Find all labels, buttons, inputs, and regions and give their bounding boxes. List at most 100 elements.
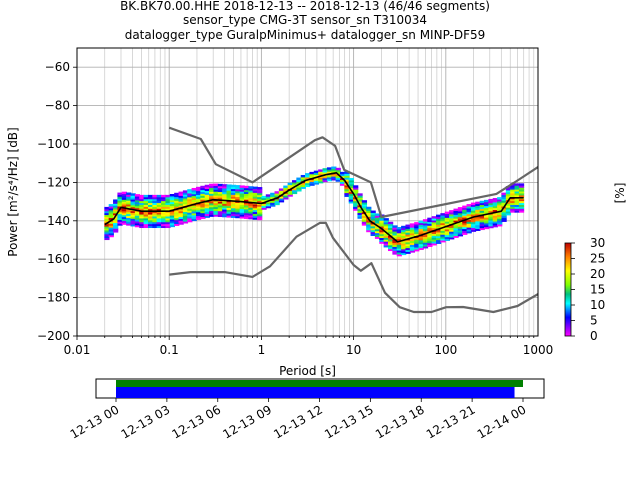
psd-heatmap-cell [230, 203, 237, 207]
psd-heatmap-cell [313, 180, 320, 183]
psd-heatmap-cell [505, 195, 512, 199]
timeline-tick-label: 12-13 18 [373, 402, 427, 441]
psd-heatmap-cell [182, 213, 189, 216]
psd-heatmap-cell [462, 230, 468, 233]
psd-heatmap-cell [497, 218, 503, 221]
psd-heatmap-cell [108, 207, 114, 211]
psd-heatmap-cell [104, 235, 110, 239]
psd-heatmap-cell [182, 192, 189, 195]
colorbar-tick-label: 25 [590, 252, 605, 266]
psd-heatmap-cell [104, 206, 110, 210]
y-tick-label: −180 [37, 291, 70, 305]
psd-heatmap-cell [248, 203, 254, 206]
psd-heatmap-cell [309, 179, 315, 182]
psd-heatmap-cell [222, 201, 228, 204]
psd-heatmap-cell [161, 221, 167, 225]
psd-heatmap-cell [501, 211, 507, 215]
psd-heatmap-cell [235, 198, 241, 201]
psd-heatmap-cell [475, 228, 481, 231]
psd-heatmap-cell [130, 197, 136, 200]
psd-heatmap-cell [161, 204, 167, 207]
psd-heatmap-cell [418, 220, 424, 224]
psd-heatmap-cell [383, 221, 389, 225]
psd-heatmap-cell [283, 197, 289, 200]
psd-heatmap-cell [344, 192, 350, 196]
psd-heatmap-cell [462, 220, 468, 224]
psd-heatmap-cell [418, 232, 424, 235]
colorbar-tick-label: 5 [590, 314, 598, 328]
psd-heatmap-cell [427, 219, 433, 223]
psd-heatmap-cell [335, 167, 341, 171]
psd-heatmap-cell [174, 217, 180, 221]
psd-heatmap-cell [453, 233, 459, 236]
psd-heatmap-cell [139, 196, 145, 200]
psd-heatmap-cell [174, 198, 180, 201]
psd-heatmap-cell [427, 244, 433, 247]
psd-heatmap-cell [353, 206, 359, 209]
psd-heatmap-cell [291, 187, 298, 191]
psd-heatmap-cell [187, 196, 193, 200]
psd-heatmap-cell [252, 190, 258, 193]
psd-heatmap-cell [152, 206, 158, 209]
psd-heatmap-cell [152, 198, 158, 202]
psd-heatmap-cell [479, 221, 485, 225]
psd-heatmap-cell [501, 217, 507, 221]
psd-heatmap-cell [178, 203, 184, 206]
psd-heatmap-cell [514, 185, 520, 188]
psd-heatmap-cell [440, 240, 446, 243]
psd-heatmap-cell [113, 216, 119, 220]
psd-heatmap-cell [505, 205, 512, 208]
psd-heatmap-cell [470, 219, 477, 223]
psd-heatmap-cell [174, 223, 180, 226]
psd-heatmap-cell [457, 209, 464, 212]
psd-heatmap-cell [427, 242, 433, 246]
psd-heatmap-cell [431, 243, 437, 246]
psd-heatmap-cell [462, 213, 468, 216]
psd-heatmap-cell [414, 225, 420, 229]
psd-heatmap-cell [392, 248, 398, 251]
psd-heatmap-cell [436, 230, 442, 233]
psd-heatmap-cell [326, 176, 333, 180]
psd-heatmap-cell [392, 229, 398, 232]
psd-heatmap-cell [344, 181, 350, 184]
psd-heatmap-cell [374, 213, 381, 216]
psd-heatmap-cell [444, 226, 450, 230]
psd-heatmap-cell [287, 182, 293, 186]
psd-heatmap-cell [104, 237, 110, 241]
psd-heatmap-cell [418, 236, 424, 239]
psd-heatmap-cell [226, 190, 232, 193]
psd-heatmap-cell [165, 202, 171, 205]
timeline-tick-label: 12-13 09 [220, 402, 274, 441]
y-tick-label: −100 [37, 137, 70, 151]
psd-heatmap-cell [195, 211, 202, 215]
psd-heatmap-cell [514, 210, 520, 213]
psd-heatmap-cell [379, 229, 385, 233]
psd-heatmap-cell [401, 237, 407, 240]
psd-heatmap-cell [492, 224, 498, 228]
psd-heatmap-cell [475, 217, 481, 220]
psd-heatmap-cell [126, 198, 132, 201]
timeline-tick-label: 12-13 12 [271, 402, 325, 441]
psd-heatmap-cell [117, 217, 123, 220]
psd-heatmap-cell [182, 211, 189, 214]
psd-heatmap-cell [117, 213, 123, 217]
psd-heatmap-cell [200, 197, 206, 200]
psd-heatmap-cell [230, 205, 237, 209]
psd-heatmap-cell [161, 225, 167, 229]
psd-heatmap-cell [165, 219, 171, 223]
psd-heatmap-cell [449, 225, 455, 228]
psd-heatmap-cell [436, 231, 442, 235]
psd-heatmap-cell [318, 180, 324, 184]
plot-frame [76, 47, 539, 337]
psd-heatmap-cell [182, 217, 189, 220]
psd-heatmap-cell [422, 244, 429, 247]
psd-heatmap-cell [492, 215, 498, 218]
psd-heatmap-cell [169, 213, 176, 216]
psd-heatmap-cell [230, 209, 237, 213]
psd-heatmap-cell [466, 227, 472, 230]
psd-heatmap-cell [117, 223, 123, 226]
psd-heatmap-cell [466, 209, 472, 213]
psd-heatmap-cell [130, 216, 136, 219]
psd-heatmap-cell [436, 214, 442, 218]
